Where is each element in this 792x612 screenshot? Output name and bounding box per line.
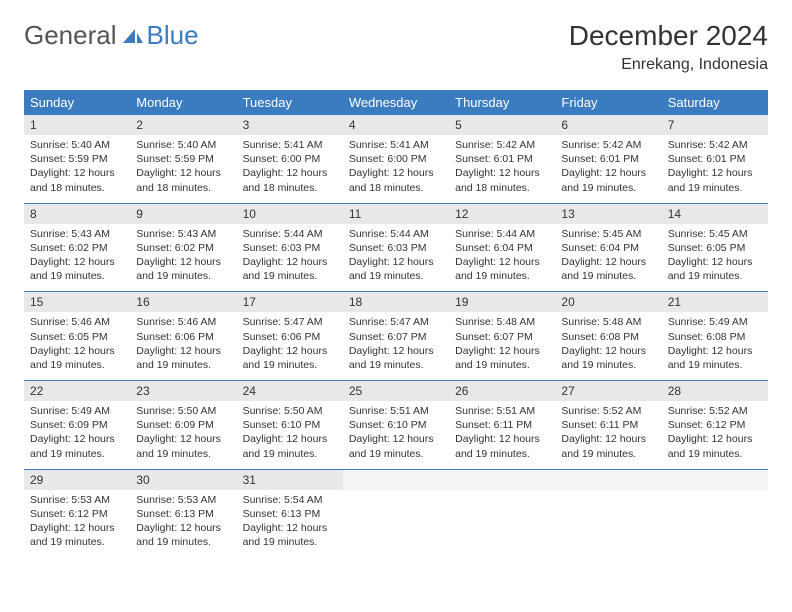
month-title: December 2024 xyxy=(569,20,768,52)
daynum-row: 22232425262728 xyxy=(24,381,768,401)
day-details: Sunrise: 5:44 AMSunset: 6:03 PMDaylight:… xyxy=(343,224,449,292)
day-header: Tuesday xyxy=(237,90,343,115)
day-number: 11 xyxy=(343,204,449,224)
day-header: Monday xyxy=(130,90,236,115)
day-number: 8 xyxy=(24,204,130,224)
empty-cell xyxy=(662,490,768,558)
day-number: 13 xyxy=(555,204,661,224)
day-number: 19 xyxy=(449,292,555,312)
day-number: 28 xyxy=(662,381,768,401)
day-number: 2 xyxy=(130,115,236,135)
day-details: Sunrise: 5:46 AMSunset: 6:05 PMDaylight:… xyxy=(24,312,130,380)
detail-row: Sunrise: 5:53 AMSunset: 6:12 PMDaylight:… xyxy=(24,490,768,558)
day-details: Sunrise: 5:49 AMSunset: 6:08 PMDaylight:… xyxy=(662,312,768,380)
day-details: Sunrise: 5:44 AMSunset: 6:04 PMDaylight:… xyxy=(449,224,555,292)
day-details: Sunrise: 5:44 AMSunset: 6:03 PMDaylight:… xyxy=(237,224,343,292)
empty-cell xyxy=(449,470,555,490)
logo-text-gray: General xyxy=(24,20,117,51)
empty-cell xyxy=(343,490,449,558)
day-details: Sunrise: 5:48 AMSunset: 6:08 PMDaylight:… xyxy=(555,312,661,380)
day-number: 24 xyxy=(237,381,343,401)
day-number: 17 xyxy=(237,292,343,312)
day-number: 4 xyxy=(343,115,449,135)
daynum-row: 293031 xyxy=(24,470,768,490)
day-number: 31 xyxy=(237,470,343,490)
day-number: 12 xyxy=(449,204,555,224)
day-number: 26 xyxy=(449,381,555,401)
day-header: Friday xyxy=(555,90,661,115)
day-details: Sunrise: 5:40 AMSunset: 5:59 PMDaylight:… xyxy=(130,135,236,203)
day-number: 18 xyxy=(343,292,449,312)
day-number: 20 xyxy=(555,292,661,312)
day-header: Thursday xyxy=(449,90,555,115)
day-details: Sunrise: 5:43 AMSunset: 6:02 PMDaylight:… xyxy=(24,224,130,292)
day-details: Sunrise: 5:50 AMSunset: 6:10 PMDaylight:… xyxy=(237,401,343,469)
day-number: 3 xyxy=(237,115,343,135)
day-details: Sunrise: 5:43 AMSunset: 6:02 PMDaylight:… xyxy=(130,224,236,292)
day-details: Sunrise: 5:41 AMSunset: 6:00 PMDaylight:… xyxy=(343,135,449,203)
title-block: December 2024 Enrekang, Indonesia xyxy=(569,20,768,74)
day-number: 21 xyxy=(662,292,768,312)
day-number: 5 xyxy=(449,115,555,135)
day-details: Sunrise: 5:52 AMSunset: 6:12 PMDaylight:… xyxy=(662,401,768,469)
day-header: Wednesday xyxy=(343,90,449,115)
day-number: 1 xyxy=(24,115,130,135)
day-details: Sunrise: 5:41 AMSunset: 6:00 PMDaylight:… xyxy=(237,135,343,203)
header: General Blue December 2024 Enrekang, Ind… xyxy=(24,20,768,74)
day-details: Sunrise: 5:53 AMSunset: 6:13 PMDaylight:… xyxy=(130,490,236,558)
day-number: 30 xyxy=(130,470,236,490)
day-number: 9 xyxy=(130,204,236,224)
day-details: Sunrise: 5:47 AMSunset: 6:07 PMDaylight:… xyxy=(343,312,449,380)
day-number: 22 xyxy=(24,381,130,401)
day-details: Sunrise: 5:46 AMSunset: 6:06 PMDaylight:… xyxy=(130,312,236,380)
day-details: Sunrise: 5:54 AMSunset: 6:13 PMDaylight:… xyxy=(237,490,343,558)
day-details: Sunrise: 5:47 AMSunset: 6:06 PMDaylight:… xyxy=(237,312,343,380)
day-details: Sunrise: 5:42 AMSunset: 6:01 PMDaylight:… xyxy=(662,135,768,203)
day-details: Sunrise: 5:45 AMSunset: 6:05 PMDaylight:… xyxy=(662,224,768,292)
day-details: Sunrise: 5:52 AMSunset: 6:11 PMDaylight:… xyxy=(555,401,661,469)
location: Enrekang, Indonesia xyxy=(569,56,768,74)
day-details: Sunrise: 5:40 AMSunset: 5:59 PMDaylight:… xyxy=(24,135,130,203)
empty-cell xyxy=(555,470,661,490)
detail-row: Sunrise: 5:46 AMSunset: 6:05 PMDaylight:… xyxy=(24,312,768,380)
daynum-row: 15161718192021 xyxy=(24,292,768,312)
empty-cell xyxy=(662,470,768,490)
day-number: 27 xyxy=(555,381,661,401)
detail-row: Sunrise: 5:43 AMSunset: 6:02 PMDaylight:… xyxy=(24,224,768,292)
day-details: Sunrise: 5:49 AMSunset: 6:09 PMDaylight:… xyxy=(24,401,130,469)
day-details: Sunrise: 5:50 AMSunset: 6:09 PMDaylight:… xyxy=(130,401,236,469)
day-number: 6 xyxy=(555,115,661,135)
day-details: Sunrise: 5:45 AMSunset: 6:04 PMDaylight:… xyxy=(555,224,661,292)
day-details: Sunrise: 5:51 AMSunset: 6:11 PMDaylight:… xyxy=(449,401,555,469)
daynum-row: 891011121314 xyxy=(24,204,768,224)
day-number: 10 xyxy=(237,204,343,224)
day-number: 23 xyxy=(130,381,236,401)
logo: General Blue xyxy=(24,20,199,51)
day-header: Sunday xyxy=(24,90,130,115)
detail-row: Sunrise: 5:40 AMSunset: 5:59 PMDaylight:… xyxy=(24,135,768,203)
day-header: Saturday xyxy=(662,90,768,115)
calendar-table: SundayMondayTuesdayWednesdayThursdayFrid… xyxy=(24,90,768,557)
day-number: 7 xyxy=(662,115,768,135)
empty-cell xyxy=(449,490,555,558)
empty-cell xyxy=(343,470,449,490)
day-details: Sunrise: 5:42 AMSunset: 6:01 PMDaylight:… xyxy=(449,135,555,203)
day-number: 14 xyxy=(662,204,768,224)
empty-cell xyxy=(555,490,661,558)
day-details: Sunrise: 5:42 AMSunset: 6:01 PMDaylight:… xyxy=(555,135,661,203)
day-number: 25 xyxy=(343,381,449,401)
day-details: Sunrise: 5:51 AMSunset: 6:10 PMDaylight:… xyxy=(343,401,449,469)
logo-text-blue: Blue xyxy=(147,20,199,51)
day-number: 15 xyxy=(24,292,130,312)
day-number: 16 xyxy=(130,292,236,312)
day-header-row: SundayMondayTuesdayWednesdayThursdayFrid… xyxy=(24,90,768,115)
day-details: Sunrise: 5:53 AMSunset: 6:12 PMDaylight:… xyxy=(24,490,130,558)
daynum-row: 1234567 xyxy=(24,115,768,135)
day-number: 29 xyxy=(24,470,130,490)
detail-row: Sunrise: 5:49 AMSunset: 6:09 PMDaylight:… xyxy=(24,401,768,469)
sail-icon xyxy=(121,27,145,45)
day-details: Sunrise: 5:48 AMSunset: 6:07 PMDaylight:… xyxy=(449,312,555,380)
